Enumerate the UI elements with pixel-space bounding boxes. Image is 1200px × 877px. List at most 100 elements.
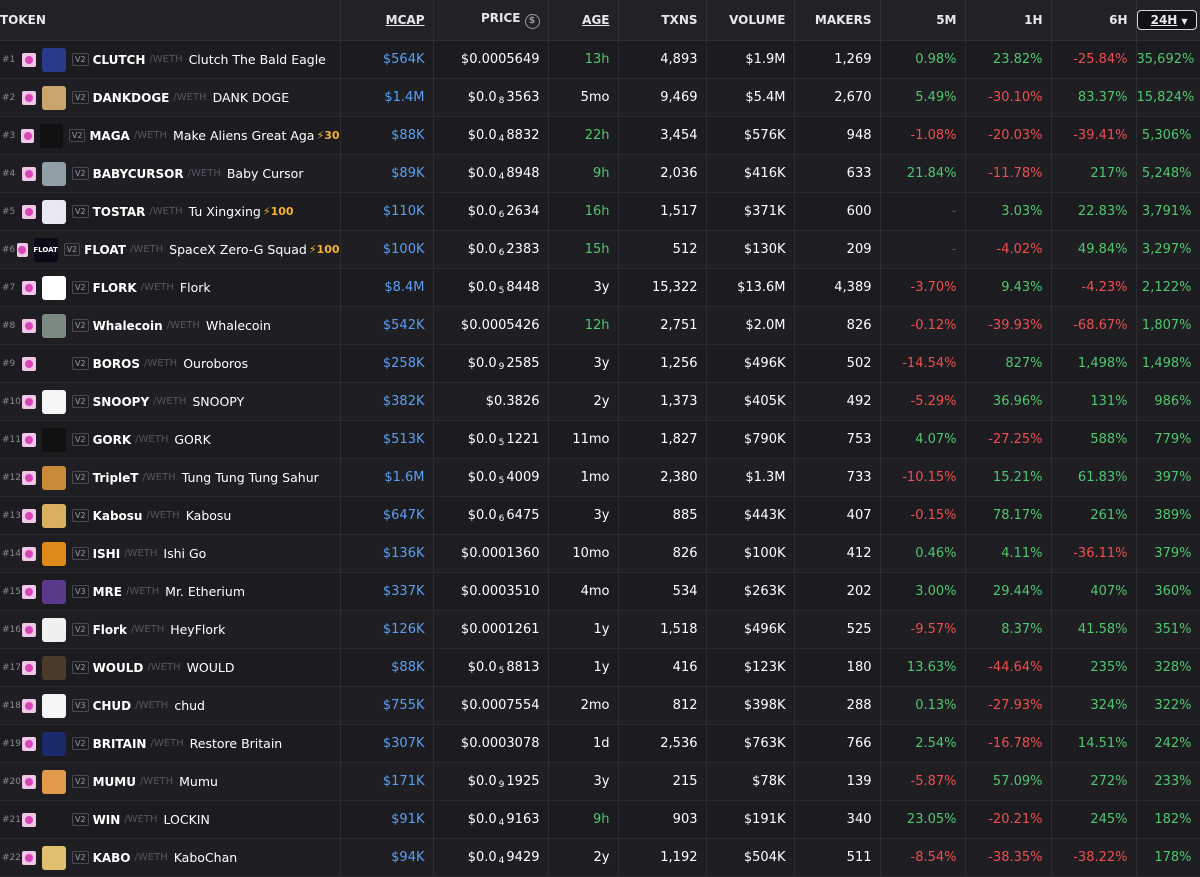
- txns-cell: 215: [618, 762, 707, 801]
- table-row[interactable]: #15 V3 MRE /WETH Mr. Etherium $337K $0.0…: [0, 572, 1200, 611]
- chain-icon: [22, 356, 36, 371]
- token-cell[interactable]: #15 V3 MRE /WETH Mr. Etherium: [0, 572, 341, 611]
- makers-cell: 502: [794, 344, 881, 383]
- pool-version: V2: [72, 661, 89, 674]
- table-row[interactable]: #17 V2 WOULD /WETH WOULD $88K $0.0 5 8813 …: [0, 648, 1200, 687]
- table-row[interactable]: #16 V2 Flork /WETH HeyFlork $126K $0.000…: [0, 610, 1200, 649]
- flork-icon: [42, 275, 66, 300]
- col-header-5m[interactable]: 5M: [880, 0, 966, 41]
- pool-version: V2: [63, 243, 81, 256]
- token-cell[interactable]: #3 V2 MAGA /WETH Make Aliens Great Aga ⚡…: [0, 116, 341, 155]
- change-24h-cell: 986%: [1136, 382, 1200, 421]
- change-6h-cell: 83.37%: [1051, 78, 1137, 117]
- change-1h-cell: 78.17%: [965, 496, 1052, 535]
- price-cell: $0.0 5 1221: [433, 420, 549, 459]
- change-24h-cell: 178%: [1136, 838, 1200, 877]
- change-24h-cell: 389%: [1136, 496, 1200, 535]
- table-row[interactable]: #22 V2 KABO /WETH KaboChan $94K $0.0 4 942…: [0, 838, 1200, 877]
- mcap-cell: $337K: [340, 572, 434, 611]
- sort-24h-select[interactable]: 24H ▼: [1136, 10, 1197, 30]
- change-1h-cell: -30.10%: [965, 78, 1052, 117]
- table-row[interactable]: #13 V2 Kabosu /WETH Kabosu $647K $0.0 6 64…: [0, 496, 1200, 535]
- volume-cell: $78K: [706, 762, 795, 801]
- col-header-makers[interactable]: MAKERS: [794, 0, 881, 41]
- token-cell[interactable]: #9 V2 BOROS /WETH Ouroboros: [0, 344, 341, 383]
- change-6h-cell: 324%: [1051, 686, 1137, 725]
- col-header-age[interactable]: AGE: [548, 0, 619, 41]
- chain-icon: [22, 622, 36, 637]
- col-header-6h[interactable]: 6H: [1051, 0, 1137, 41]
- table-row[interactable]: #12 V2 TripleT /WETH Tung Tung Tung Sahu…: [0, 458, 1200, 497]
- token-cell[interactable]: #17 V2 WOULD /WETH WOULD: [0, 648, 341, 687]
- makers-cell: 1,269: [794, 40, 881, 79]
- token-symbol: BRITAIN: [92, 736, 147, 751]
- col-header-24h[interactable]: 24H ▼: [1136, 0, 1200, 41]
- chain-icon: [20, 128, 35, 143]
- age-cell: 12h: [548, 306, 619, 345]
- change-24h-cell: 2,122%: [1136, 268, 1200, 307]
- table-row[interactable]: #20 V2 MUMU /WETH Mumu $171K $0.0 9 1925 3…: [0, 762, 1200, 801]
- table-row[interactable]: #4 V2 BABYCURSOR /WETH Baby Cursor $89K …: [0, 154, 1200, 193]
- token-cell[interactable]: #18 V3 CHUD /WETH chud: [0, 686, 341, 725]
- makers-cell: 202: [794, 572, 881, 611]
- token-cell[interactable]: #19 V2 BRITAIN /WETH Restore Britain: [0, 724, 341, 763]
- token-cell[interactable]: #7 V2 FLORK /WETH Flork: [0, 268, 341, 307]
- col-header-volume[interactable]: VOLUME: [706, 0, 795, 41]
- col-header-price[interactable]: PRICE $: [433, 0, 549, 41]
- table-row[interactable]: #9 V2 BOROS /WETH Ouroboros $258K $0.0 9 2…: [0, 344, 1200, 383]
- token-cell[interactable]: #21 V2 WIN /WETH LOCKIN: [0, 800, 341, 839]
- table-row[interactable]: #14 V2 ISHI /WETH Ishi Go $136K $0.00013…: [0, 534, 1200, 573]
- change-24h-cell: 379%: [1136, 534, 1200, 573]
- token-cell[interactable]: #6 FLOAT V2 FLOAT /WETH SpaceX Zero-G Sq…: [0, 230, 341, 269]
- gork-icon: [42, 427, 66, 452]
- would-icon: [42, 655, 66, 680]
- token-cell[interactable]: #10 V2 SNOOPY /WETH SNOOPY: [0, 382, 341, 421]
- col-header-txns[interactable]: TXNS: [618, 0, 707, 41]
- placeholder-icon: [42, 351, 66, 376]
- txns-cell: 4,893: [618, 40, 707, 79]
- col-header-token[interactable]: TOKEN: [0, 0, 341, 41]
- table-row[interactable]: #18 V3 CHUD /WETH chud $755K $0.0007554 …: [0, 686, 1200, 725]
- token-cell[interactable]: #4 V2 BABYCURSOR /WETH Baby Cursor: [0, 154, 341, 193]
- table-row[interactable]: #7 V2 FLORK /WETH Flork $8.4M $0.0 5 8448 …: [0, 268, 1200, 307]
- alien-cap-icon: [40, 123, 63, 148]
- token-cell[interactable]: #22 V2 KABO /WETH KaboChan: [0, 838, 341, 877]
- table-row[interactable]: #5 V2 TOSTAR /WETH Tu Xingxing ⚡100 $110…: [0, 192, 1200, 231]
- token-cell[interactable]: #13 V2 Kabosu /WETH Kabosu: [0, 496, 341, 535]
- tung-icon: [42, 465, 66, 490]
- table-row[interactable]: #3 V2 MAGA /WETH Make Aliens Great Aga ⚡…: [0, 116, 1200, 155]
- price-cell: $0.3826: [433, 382, 549, 421]
- token-cell[interactable]: #14 V2 ISHI /WETH Ishi Go: [0, 534, 341, 573]
- change-5m-cell: -1.08%: [880, 116, 966, 155]
- token-cell[interactable]: #16 V2 Flork /WETH HeyFlork: [0, 610, 341, 649]
- volume-cell: $371K: [706, 192, 795, 231]
- volume-cell: $100K: [706, 534, 795, 573]
- col-header-1h[interactable]: 1H: [965, 0, 1052, 41]
- table-row[interactable]: #8 V2 Whalecoin /WETH Whalecoin $542K $0…: [0, 306, 1200, 345]
- token-cell[interactable]: #2 V2 DANKDOGE /WETH DANK DOGE: [0, 78, 341, 117]
- token-cell[interactable]: #5 V2 TOSTAR /WETH Tu Xingxing ⚡100: [0, 192, 341, 231]
- table-row[interactable]: #6 FLOAT V2 FLOAT /WETH SpaceX Zero-G Sq…: [0, 230, 1200, 269]
- token-cell[interactable]: #12 V2 TripleT /WETH Tung Tung Tung Sahu…: [0, 458, 341, 497]
- chud-icon: [42, 693, 66, 718]
- age-cell: 3y: [548, 762, 619, 801]
- table-row[interactable]: #19 V2 BRITAIN /WETH Restore Britain $30…: [0, 724, 1200, 763]
- table-row[interactable]: #21 V2 WIN /WETH LOCKIN $91K $0.0 4 9163 9…: [0, 800, 1200, 839]
- makers-cell: 4,389: [794, 268, 881, 307]
- token-cell[interactable]: #20 V2 MUMU /WETH Mumu: [0, 762, 341, 801]
- change-1h-cell: 9.43%: [965, 268, 1052, 307]
- table-row[interactable]: #10 V2 SNOOPY /WETH SNOOPY $382K $0.3826…: [0, 382, 1200, 421]
- quote-token: /WETH: [146, 510, 180, 521]
- col-header-mcap[interactable]: MCAP: [340, 0, 434, 41]
- dollar-coin-icon[interactable]: $: [524, 14, 540, 29]
- table-row[interactable]: #1 V2 CLUTCH /WETH Clutch The Bald Eagle…: [0, 40, 1200, 79]
- token-cell[interactable]: #11 V2 GORK /WETH GORK: [0, 420, 341, 459]
- table-row[interactable]: #11 V2 GORK /WETH GORK $513K $0.0 5 1221 1…: [0, 420, 1200, 459]
- ethereum-icon: [42, 579, 66, 604]
- makers-cell: 753: [794, 420, 881, 459]
- token-cell[interactable]: #8 V2 Whalecoin /WETH Whalecoin: [0, 306, 341, 345]
- rank: #11: [2, 434, 21, 445]
- rank: #22: [2, 852, 21, 863]
- token-cell[interactable]: #1 V2 CLUTCH /WETH Clutch The Bald Eagle: [0, 40, 341, 79]
- table-row[interactable]: #2 V2 DANKDOGE /WETH DANK DOGE $1.4M $0.…: [0, 78, 1200, 117]
